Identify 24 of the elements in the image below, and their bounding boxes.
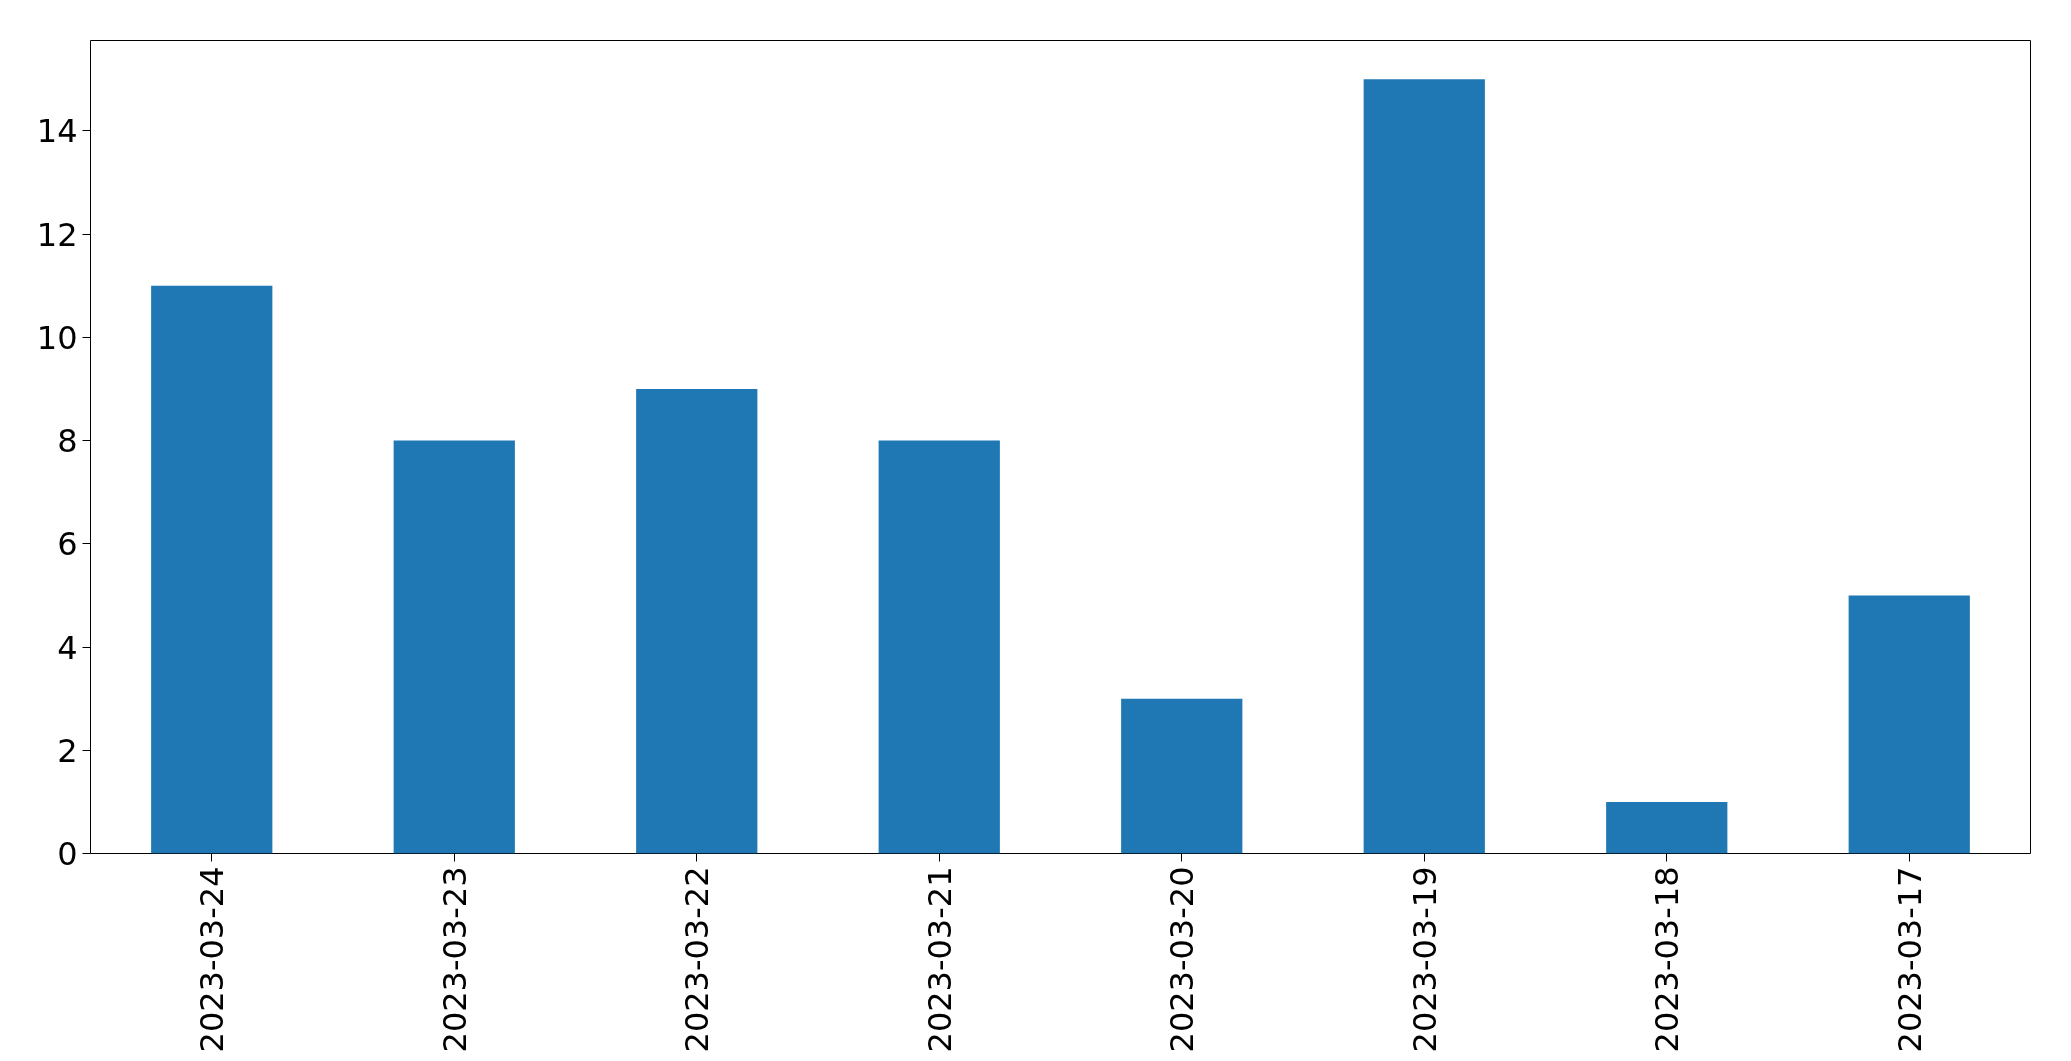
y-tick-label: 12 [36,215,78,254]
y-tick-label: 6 [57,525,78,564]
bar [151,285,273,854]
bar [636,388,758,854]
x-tick-label: 2023-03-17 [1890,866,1929,1053]
bar [393,440,515,854]
y-tick-label: 14 [36,112,78,151]
y-tick-label: 10 [36,318,78,357]
bar [1606,801,1728,854]
x-tick-label: 2023-03-23 [435,866,474,1053]
bar [878,440,1000,854]
bar [1363,79,1485,854]
x-tick-label: 2023-03-20 [1163,866,1202,1053]
bar [1848,595,1970,854]
x-tick-label: 2023-03-18 [1648,866,1687,1053]
y-tick-label: 8 [57,422,78,461]
x-tick-label: 2023-03-24 [193,866,232,1053]
bar [1121,698,1243,854]
y-tick-label: 2 [57,731,78,770]
x-tick-label: 2023-03-21 [920,866,959,1053]
x-tick-label: 2023-03-22 [678,866,717,1053]
y-tick-label: 4 [57,628,78,667]
x-tick-label: 2023-03-19 [1405,866,1444,1053]
y-tick-label: 0 [57,835,78,873]
